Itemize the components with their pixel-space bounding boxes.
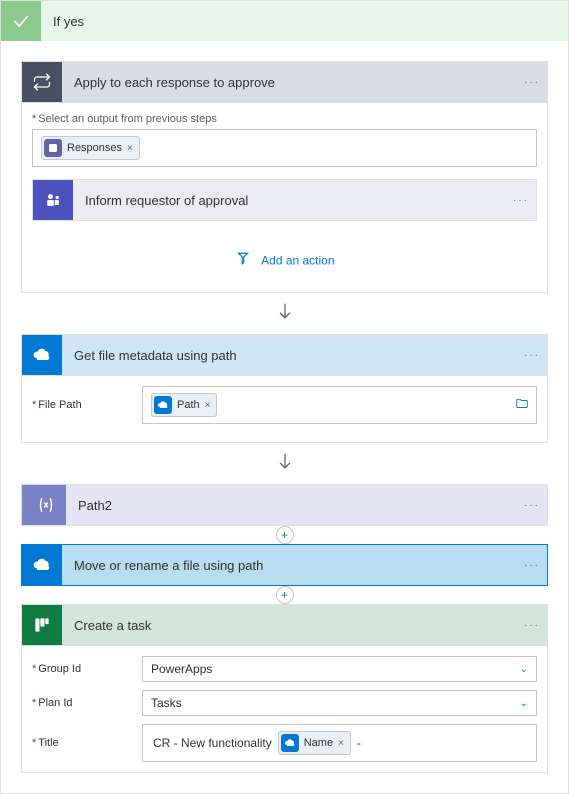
arrow-icon bbox=[21, 443, 548, 484]
file-path-label: File Path bbox=[32, 399, 142, 411]
inform-step[interactable]: Inform requestor of approval ··· bbox=[32, 179, 537, 221]
insert-step-node: + bbox=[21, 526, 548, 544]
add-action-link[interactable]: Add an action bbox=[261, 254, 334, 268]
teams-icon bbox=[33, 180, 73, 220]
plan-id-label: Plan Id bbox=[32, 697, 142, 709]
remove-token-icon[interactable]: × bbox=[127, 143, 133, 154]
chevron-down-icon: ⌄ bbox=[520, 664, 528, 675]
apply-each-menu[interactable]: ··· bbox=[517, 77, 547, 88]
remove-name-token-icon[interactable]: × bbox=[338, 738, 344, 749]
inform-title: Inform requestor of approval bbox=[73, 193, 506, 208]
apply-to-each-step: Apply to each response to approve ··· Se… bbox=[21, 61, 548, 293]
add-action-row: Add an action bbox=[32, 221, 537, 282]
variable-icon bbox=[26, 485, 66, 525]
output-input[interactable]: Responses × bbox=[32, 129, 537, 167]
title-input[interactable]: CR - New functionality Name × - bbox=[142, 724, 537, 762]
chevron-down-icon: ⌄ bbox=[520, 698, 528, 709]
output-label: Select an output from previous steps bbox=[32, 113, 537, 125]
get-metadata-header[interactable]: Get file metadata using path ··· bbox=[22, 335, 547, 375]
group-id-dropdown[interactable]: PowerApps ⌄ bbox=[142, 656, 537, 682]
path-token[interactable]: Path × bbox=[151, 393, 217, 417]
path2-menu[interactable]: ··· bbox=[517, 500, 547, 511]
responses-token[interactable]: Responses × bbox=[41, 136, 140, 160]
add-step-button[interactable]: + bbox=[276, 586, 294, 604]
get-metadata-step: Get file metadata using path ··· File Pa… bbox=[21, 334, 548, 443]
group-id-label: Group Id bbox=[32, 663, 142, 675]
insert-step-node: + bbox=[21, 586, 548, 604]
get-metadata-menu[interactable]: ··· bbox=[517, 350, 547, 361]
create-task-menu[interactable]: ··· bbox=[517, 620, 547, 631]
move-file-step[interactable]: Move or rename a file using path ··· bbox=[21, 544, 548, 586]
planner-icon bbox=[22, 605, 62, 645]
name-token[interactable]: Name × bbox=[278, 731, 351, 755]
file-path-input[interactable]: Path × bbox=[142, 386, 537, 424]
check-icon bbox=[1, 1, 41, 41]
remove-path-token-icon[interactable]: × bbox=[205, 400, 211, 411]
inform-menu[interactable]: ··· bbox=[506, 195, 536, 206]
browse-folder-icon[interactable] bbox=[514, 397, 530, 414]
create-task-step: Create a task ··· Group Id PowerApps ⌄ P… bbox=[21, 604, 548, 773]
apply-to-each-header[interactable]: Apply to each response to approve ··· bbox=[22, 62, 547, 102]
branch-title: If yes bbox=[41, 14, 84, 29]
loop-icon bbox=[22, 62, 62, 102]
create-task-header[interactable]: Create a task ··· bbox=[22, 605, 547, 645]
arrow-icon bbox=[21, 293, 548, 334]
add-step-button[interactable]: + bbox=[276, 526, 294, 544]
path2-step[interactable]: Path2 ··· bbox=[21, 484, 548, 526]
create-task-title: Create a task bbox=[62, 618, 517, 633]
plan-id-dropdown[interactable]: Tasks ⌄ bbox=[142, 690, 537, 716]
move-title: Move or rename a file using path bbox=[62, 558, 517, 573]
onedrive-icon bbox=[22, 545, 62, 585]
onedrive-icon bbox=[22, 335, 62, 375]
title-label: Title bbox=[32, 737, 142, 749]
condition-branch-header[interactable]: If yes bbox=[1, 1, 568, 41]
path2-title: Path2 bbox=[66, 498, 517, 513]
get-metadata-title: Get file metadata using path bbox=[62, 348, 517, 363]
apply-each-title: Apply to each response to approve bbox=[62, 75, 517, 90]
move-menu[interactable]: ··· bbox=[517, 560, 547, 571]
add-action-icon bbox=[234, 251, 252, 272]
